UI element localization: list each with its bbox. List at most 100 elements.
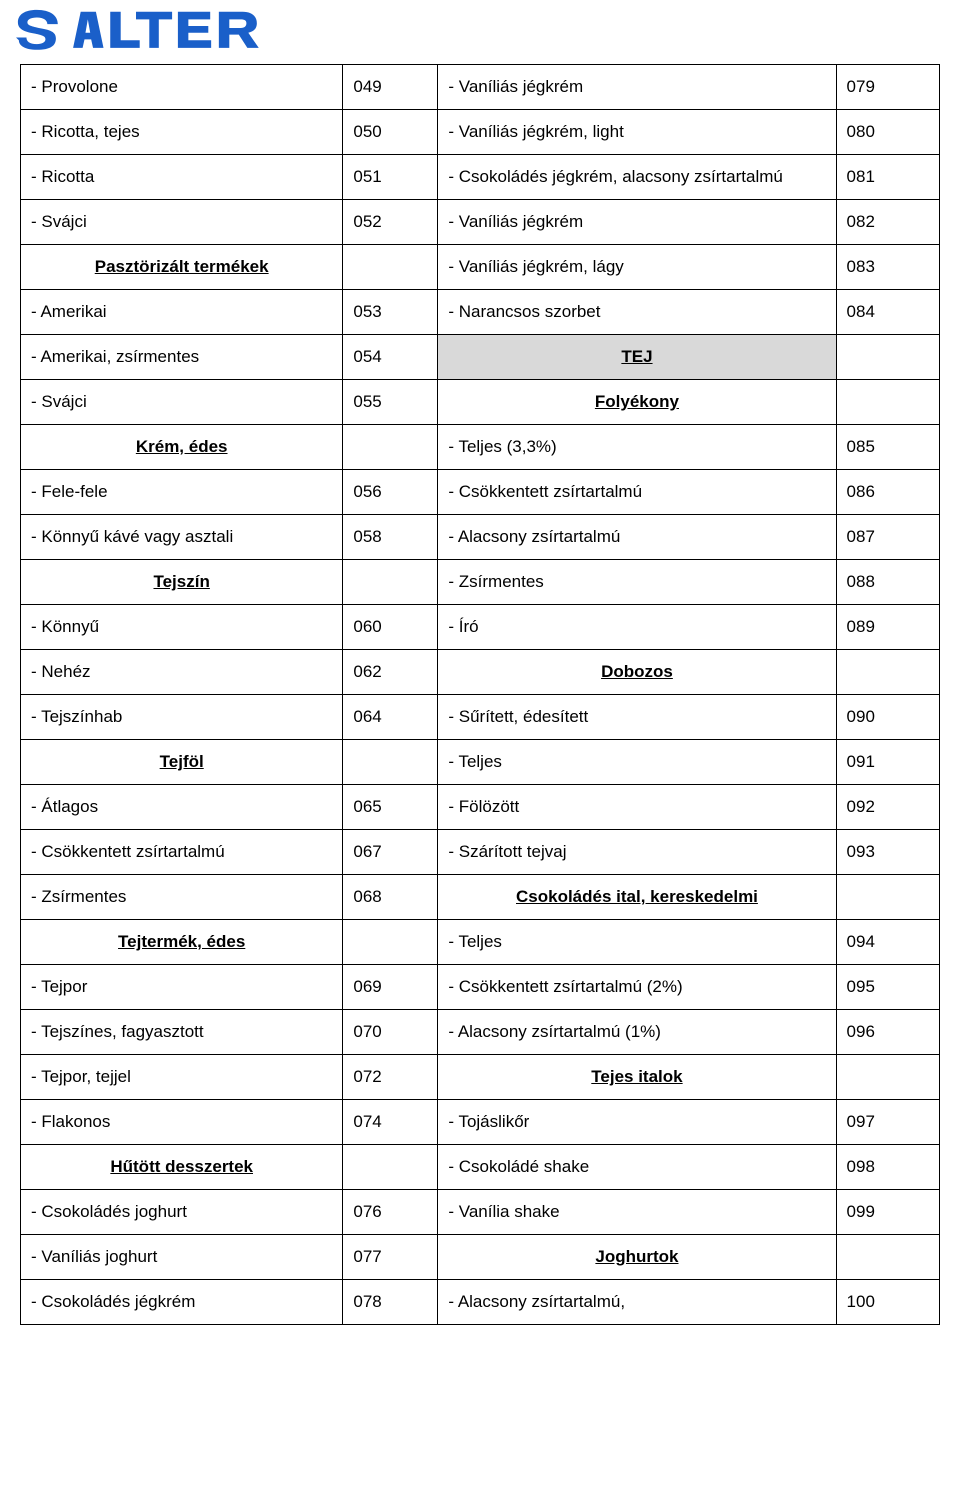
left-code-cell: 070 <box>343 1010 438 1055</box>
table-row: - Tejpor, tejjel072Tejes italok <box>21 1055 940 1100</box>
table-row: Tejszín - Zsírmentes088 <box>21 560 940 605</box>
left-name-cell: - Tejszínes, fagyasztott <box>21 1010 343 1055</box>
left-name-cell: Tejföl <box>21 740 343 785</box>
right-name-cell: - Zsírmentes <box>438 560 836 605</box>
table-row: - Provolone049- Vaníliás jégkrém079 <box>21 65 940 110</box>
left-name-cell: - Flakonos <box>21 1100 343 1145</box>
table-row: - Tejszínhab064- Sűrített, édesített090 <box>21 695 940 740</box>
right-name-cell: - Szárított tejvaj <box>438 830 836 875</box>
right-name-cell: - Fölözött <box>438 785 836 830</box>
salter-logo-svg <box>16 8 266 54</box>
right-code-cell: 095 <box>836 965 939 1010</box>
left-code-cell: 069 <box>343 965 438 1010</box>
right-name-cell: - Csökkentett zsírtartalmú (2%) <box>438 965 836 1010</box>
right-code-cell: 080 <box>836 110 939 155</box>
left-code-cell: 065 <box>343 785 438 830</box>
left-name-cell: - Nehéz <box>21 650 343 695</box>
left-name-cell: - Amerikai <box>21 290 343 335</box>
right-code-cell: 085 <box>836 425 939 470</box>
left-code-cell <box>343 425 438 470</box>
left-code-cell <box>343 560 438 605</box>
left-code-cell: 078 <box>343 1280 438 1325</box>
right-name-cell: - Csokoládé shake <box>438 1145 836 1190</box>
right-name-cell: Joghurtok <box>438 1235 836 1280</box>
table-row: - Könnyű kávé vagy asztali058- Alacsony … <box>21 515 940 560</box>
table-row: Hűtött desszertek - Csokoládé shake098 <box>21 1145 940 1190</box>
right-code-cell: 093 <box>836 830 939 875</box>
left-code-cell: 077 <box>343 1235 438 1280</box>
table-row: - Zsírmentes068Csokoládés ital, keresked… <box>21 875 940 920</box>
table-row: - Ricotta, tejes050- Vaníliás jégkrém, l… <box>21 110 940 155</box>
left-code-cell: 060 <box>343 605 438 650</box>
left-name-cell: - Ricotta <box>21 155 343 200</box>
right-code-cell <box>836 380 939 425</box>
right-name-cell: - Író <box>438 605 836 650</box>
left-name-cell: - Vaníliás joghurt <box>21 1235 343 1280</box>
table-row: - Átlagos065- Fölözött092 <box>21 785 940 830</box>
table-row: - Könnyű060- Író089 <box>21 605 940 650</box>
left-code-cell: 076 <box>343 1190 438 1235</box>
right-code-cell <box>836 335 939 380</box>
brand-logo <box>16 8 940 54</box>
right-code-cell: 097 <box>836 1100 939 1145</box>
table-row: Pasztörizált termékek- Vaníliás jégkrém,… <box>21 245 940 290</box>
right-code-cell: 081 <box>836 155 939 200</box>
left-code-cell: 050 <box>343 110 438 155</box>
left-code-cell <box>343 1145 438 1190</box>
left-code-cell: 064 <box>343 695 438 740</box>
left-name-cell: - Fele-fele <box>21 470 343 515</box>
left-name-cell: - Csokoládés joghurt <box>21 1190 343 1235</box>
left-name-cell: Hűtött desszertek <box>21 1145 343 1190</box>
right-name-cell: - Vaníliás jégkrém <box>438 200 836 245</box>
right-name-cell: Folyékony <box>438 380 836 425</box>
table-row: - Nehéz062Dobozos <box>21 650 940 695</box>
table-row: - Amerikai053- Narancsos szorbet084 <box>21 290 940 335</box>
right-name-cell: - Teljes <box>438 920 836 965</box>
page: - Provolone049- Vaníliás jégkrém079- Ric… <box>0 8 960 1365</box>
right-code-cell: 088 <box>836 560 939 605</box>
left-name-cell: - Provolone <box>21 65 343 110</box>
right-name-cell: - Vaníliás jégkrém, lágy <box>438 245 836 290</box>
right-name-cell: TEJ <box>438 335 836 380</box>
right-code-cell: 083 <box>836 245 939 290</box>
right-name-cell: - Alacsony zsírtartalmú <box>438 515 836 560</box>
left-code-cell: 051 <box>343 155 438 200</box>
left-name-cell: - Svájci <box>21 380 343 425</box>
right-name-cell: - Vaníliás jégkrém <box>438 65 836 110</box>
table-row: - Csökkentett zsírtartalmú067- Szárított… <box>21 830 940 875</box>
table-row: - Flakonos074- Tojáslikőr097 <box>21 1100 940 1145</box>
right-code-cell: 099 <box>836 1190 939 1235</box>
right-code-cell <box>836 650 939 695</box>
right-name-cell: - Sűrített, édesített <box>438 695 836 740</box>
right-code-cell: 086 <box>836 470 939 515</box>
table-row: - Csokoládés jégkrém078- Alacsony zsírta… <box>21 1280 940 1325</box>
right-code-cell: 100 <box>836 1280 939 1325</box>
left-code-cell: 062 <box>343 650 438 695</box>
food-code-table: - Provolone049- Vaníliás jégkrém079- Ric… <box>20 64 940 1325</box>
left-name-cell: Tejtermék, édes <box>21 920 343 965</box>
table-row: - Amerikai, zsírmentes054TEJ <box>21 335 940 380</box>
table-row: - Csokoládés joghurt076- Vanília shake09… <box>21 1190 940 1235</box>
right-name-cell: - Csokoládés jégkrém, alacsony zsírtarta… <box>438 155 836 200</box>
left-name-cell: - Amerikai, zsírmentes <box>21 335 343 380</box>
left-code-cell: 054 <box>343 335 438 380</box>
right-name-cell: - Vanília shake <box>438 1190 836 1235</box>
right-code-cell <box>836 1055 939 1100</box>
right-code-cell: 098 <box>836 1145 939 1190</box>
left-name-cell: Tejszín <box>21 560 343 605</box>
right-code-cell: 079 <box>836 65 939 110</box>
right-name-cell: - Tojáslikőr <box>438 1100 836 1145</box>
right-code-cell <box>836 875 939 920</box>
left-code-cell: 056 <box>343 470 438 515</box>
left-code-cell: 049 <box>343 65 438 110</box>
left-code-cell: 074 <box>343 1100 438 1145</box>
left-name-cell: - Csökkentett zsírtartalmú <box>21 830 343 875</box>
right-name-cell: - Vaníliás jégkrém, light <box>438 110 836 155</box>
left-code-cell <box>343 740 438 785</box>
left-name-cell: - Ricotta, tejes <box>21 110 343 155</box>
table-row: - Svájci052- Vaníliás jégkrém082 <box>21 200 940 245</box>
right-code-cell: 096 <box>836 1010 939 1055</box>
left-name-cell: - Átlagos <box>21 785 343 830</box>
left-code-cell: 068 <box>343 875 438 920</box>
table-row: - Fele-fele056- Csökkentett zsírtartalmú… <box>21 470 940 515</box>
